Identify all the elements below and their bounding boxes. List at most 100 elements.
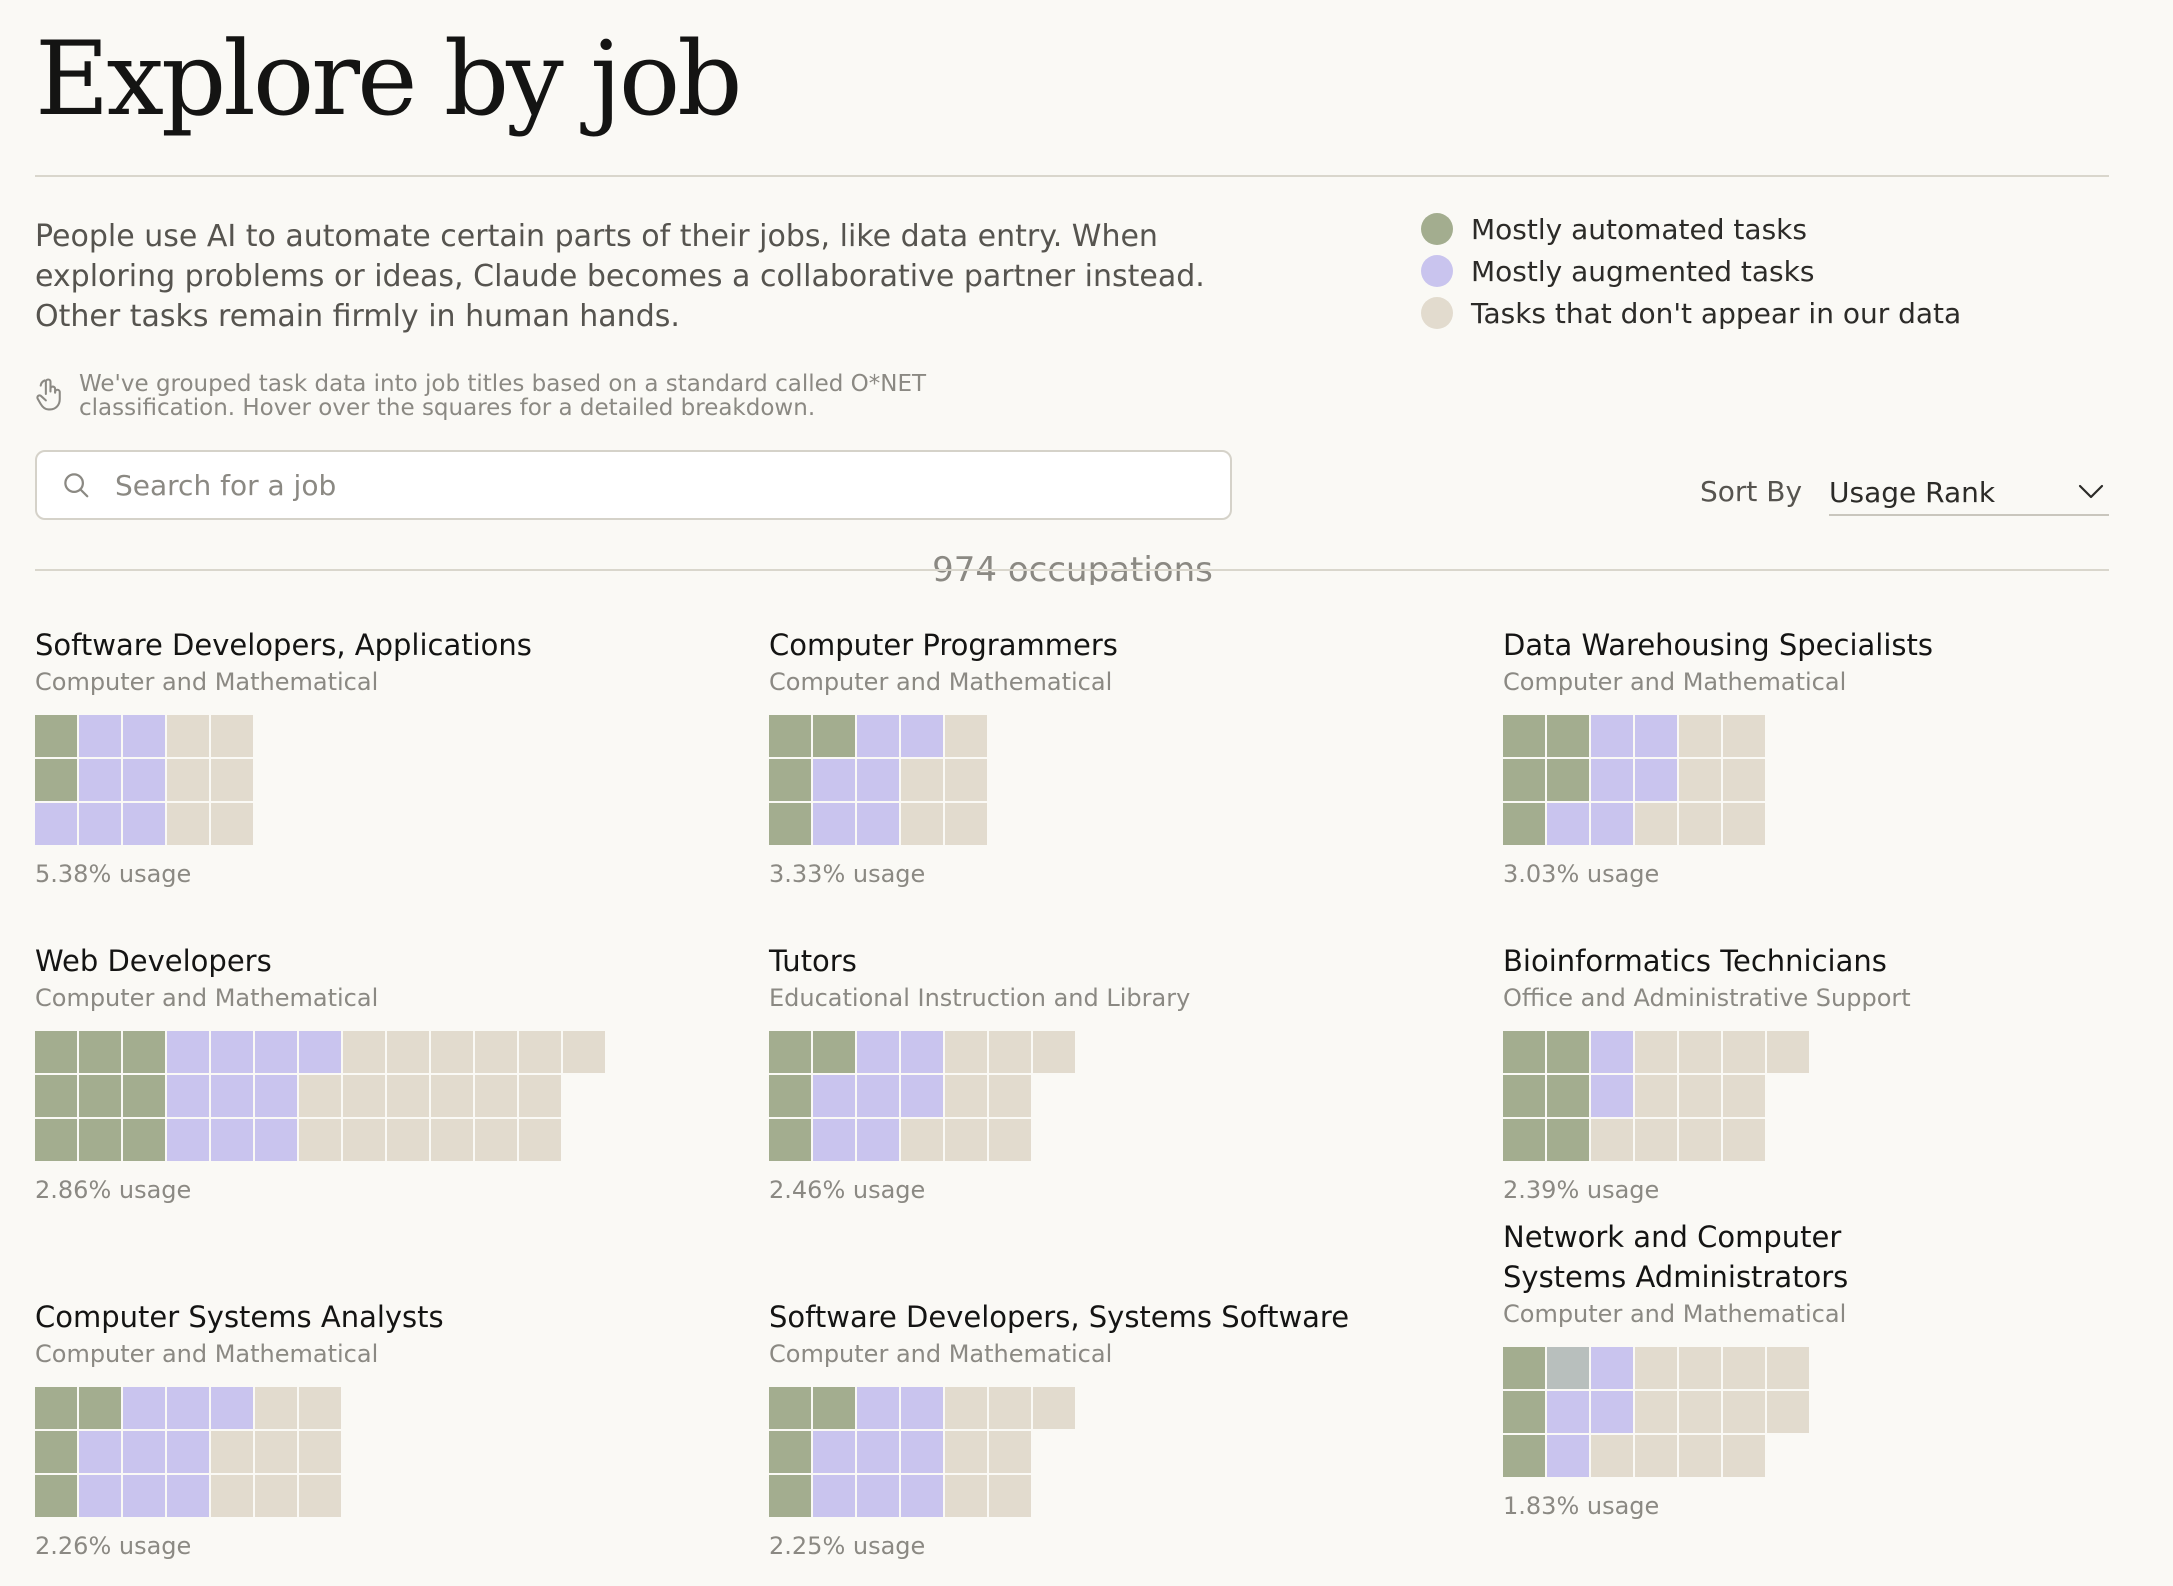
task-square-not-in-data[interactable] (1679, 803, 1721, 845)
task-square-not-in-data[interactable] (1679, 1391, 1721, 1433)
task-square-augmented[interactable] (813, 1475, 855, 1517)
task-square-augmented[interactable] (901, 1075, 943, 1117)
task-square-not-in-data[interactable] (901, 1119, 943, 1161)
task-square-augmented[interactable] (123, 1475, 165, 1517)
task-square-not-in-data[interactable] (387, 1031, 429, 1073)
task-square-not-in-data[interactable] (167, 715, 209, 757)
task-square-augmented[interactable] (857, 1031, 899, 1073)
task-square-augmented[interactable] (211, 1387, 253, 1429)
task-square-automated[interactable] (35, 1075, 77, 1117)
task-square-augmented[interactable] (255, 1031, 297, 1073)
task-square-not-in-data[interactable] (1033, 1031, 1075, 1073)
task-square-not-in-data[interactable] (1679, 1075, 1721, 1117)
task-square-not-in-data[interactable] (945, 1431, 987, 1473)
task-square-not-in-data[interactable] (343, 1075, 385, 1117)
task-square-augmented[interactable] (1635, 715, 1677, 757)
task-square-augmented[interactable] (211, 1075, 253, 1117)
task-square-not-in-data[interactable] (431, 1075, 473, 1117)
task-square-not-in-data[interactable] (1679, 1347, 1721, 1389)
task-square-augmented[interactable] (857, 759, 899, 801)
task-square-augmented[interactable] (857, 1431, 899, 1473)
task-square-not-in-data[interactable] (211, 759, 253, 801)
task-square-not-in-data[interactable] (519, 1119, 561, 1161)
task-square-not-in-data[interactable] (343, 1031, 385, 1073)
task-square-not-in-data[interactable] (1635, 1119, 1677, 1161)
task-square-not-in-data[interactable] (945, 759, 987, 801)
task-square-not-in-data[interactable] (1723, 1435, 1765, 1477)
task-square-not-in-data[interactable] (945, 1119, 987, 1161)
task-square-augmented[interactable] (211, 1031, 253, 1073)
task-square-not-in-data[interactable] (563, 1031, 605, 1073)
task-square-augmented[interactable] (901, 1031, 943, 1073)
task-square-augmented[interactable] (901, 1431, 943, 1473)
task-square-augmented[interactable] (123, 1431, 165, 1473)
task-square-automated[interactable] (35, 759, 77, 801)
task-square-not-in-data[interactable] (1723, 1031, 1765, 1073)
task-square-augmented[interactable] (1591, 1391, 1633, 1433)
task-square-not-in-data[interactable] (1767, 1391, 1809, 1433)
task-square-augmented[interactable] (1591, 1075, 1633, 1117)
task-square-automated[interactable] (1503, 1435, 1545, 1477)
task-square-not-in-data[interactable] (1635, 1391, 1677, 1433)
task-square-not-in-data[interactable] (989, 1031, 1031, 1073)
task-square-automated[interactable] (813, 715, 855, 757)
task-square-augmented[interactable] (255, 1075, 297, 1117)
task-square-automated[interactable] (123, 1119, 165, 1161)
task-square-augmented[interactable] (79, 803, 121, 845)
task-square-not-in-data[interactable] (901, 759, 943, 801)
task-square-automated[interactable] (1503, 803, 1545, 845)
task-square-automated[interactable] (1503, 759, 1545, 801)
task-square-automated[interactable] (769, 715, 811, 757)
task-square-augmented[interactable] (255, 1119, 297, 1161)
task-square-augmented[interactable] (901, 1387, 943, 1429)
task-square-not-in-data[interactable] (945, 1031, 987, 1073)
task-square-augmented[interactable] (813, 1119, 855, 1161)
task-square-augmented[interactable] (857, 1119, 899, 1161)
task-square-automated[interactable] (123, 1075, 165, 1117)
task-square-automated[interactable] (1503, 1391, 1545, 1433)
task-square-automated[interactable] (769, 803, 811, 845)
task-square-automated[interactable] (35, 1431, 77, 1473)
task-square-not-in-data[interactable] (1591, 1119, 1633, 1161)
job-card[interactable]: Tutors Educational Instruction and Librar… (769, 941, 1469, 1205)
task-square-augmented[interactable] (167, 1031, 209, 1073)
task-square-not-in-data[interactable] (1767, 1031, 1809, 1073)
task-square-not-in-data[interactable] (945, 1075, 987, 1117)
task-square-augmented[interactable] (79, 759, 121, 801)
task-square-automated[interactable] (769, 1119, 811, 1161)
task-square-automated[interactable] (35, 1031, 77, 1073)
task-square-automated[interactable] (1503, 1075, 1545, 1117)
task-square-automated[interactable] (35, 1387, 77, 1429)
task-square-not-in-data[interactable] (255, 1431, 297, 1473)
task-square-not-in-data[interactable] (299, 1431, 341, 1473)
task-square-not-in-data[interactable] (167, 759, 209, 801)
task-square-automated[interactable] (769, 1475, 811, 1517)
task-square-automated[interactable] (35, 1119, 77, 1161)
task-square-augmented[interactable] (1547, 803, 1589, 845)
sort-dropdown[interactable]: Usage Rank (1829, 470, 2109, 516)
task-square-automated[interactable] (79, 1387, 121, 1429)
task-square-augmented[interactable] (1635, 759, 1677, 801)
task-square-not-in-data[interactable] (1679, 1119, 1721, 1161)
task-square-not-in-data[interactable] (1723, 803, 1765, 845)
task-square-not-in-data[interactable] (299, 1119, 341, 1161)
task-square-not-in-data[interactable] (299, 1387, 341, 1429)
task-square-augmented[interactable] (1591, 1347, 1633, 1389)
job-card[interactable]: Software Developers, Applications Compute… (35, 625, 735, 889)
task-square-not-in-data[interactable] (299, 1475, 341, 1517)
task-square-not-in-data[interactable] (167, 803, 209, 845)
task-square-not-in-data[interactable] (475, 1075, 517, 1117)
job-card[interactable]: Bioinformatics Technicians Office and Adm… (1503, 941, 2173, 1205)
task-square-augmented[interactable] (35, 803, 77, 845)
task-square-augmented[interactable] (123, 759, 165, 801)
task-square-augmented[interactable] (1591, 1031, 1633, 1073)
task-square-automated[interactable] (1503, 1119, 1545, 1161)
task-square-not-in-data[interactable] (989, 1431, 1031, 1473)
task-square-automated[interactable] (769, 759, 811, 801)
task-square-not-in-data[interactable] (211, 1475, 253, 1517)
task-square-automated[interactable] (123, 1031, 165, 1073)
task-square-not-in-data[interactable] (1723, 715, 1765, 757)
task-square-augmented[interactable] (1547, 1435, 1589, 1477)
job-card[interactable]: Computer Programmers Computer and Mathema… (769, 625, 1469, 889)
task-square-not-in-data[interactable] (1635, 1031, 1677, 1073)
